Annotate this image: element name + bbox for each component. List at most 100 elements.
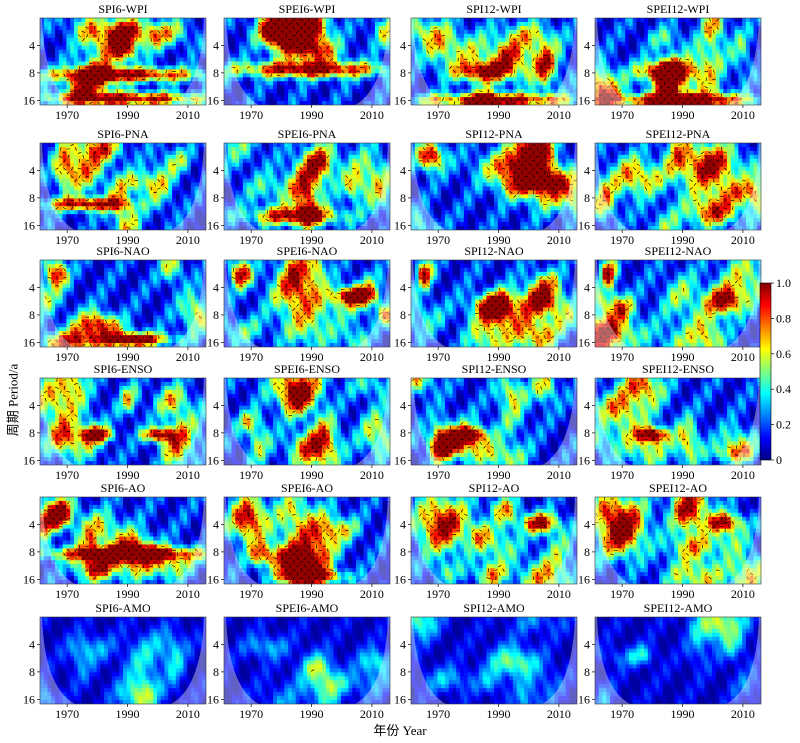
x-tick-label: 1970 <box>55 108 79 122</box>
coherence-field <box>224 617 390 704</box>
y-tick-label: 8 <box>400 66 406 80</box>
y-tick-label: 8 <box>29 308 35 322</box>
coherence-field <box>224 143 390 230</box>
cone-of-influence <box>40 378 206 465</box>
cone-of-influence <box>224 18 390 105</box>
x-tick-label: 1990 <box>487 350 511 364</box>
y-tick-label: 4 <box>400 280 406 294</box>
cone-of-influence <box>595 378 761 465</box>
panel: SPEI6-PNA 4 8 16 1970 1990 2010 <box>207 127 391 247</box>
x-tick-label: 2010 <box>176 350 200 364</box>
y-tick-label: 8 <box>213 426 219 440</box>
y-tick-label: 4 <box>213 280 219 294</box>
colorbar-tick-label: 1.0 <box>776 276 791 290</box>
y-tick-label: 4 <box>400 398 406 412</box>
cone-of-influence <box>40 497 206 584</box>
panel-title: SPEI6-NAO <box>277 244 338 258</box>
y-tick-label: 16 <box>394 335 406 349</box>
y-tick-label: 8 <box>213 308 219 322</box>
cone-of-influence <box>224 143 390 230</box>
panel-title: SPI12-AO <box>469 481 520 495</box>
cone-of-influence <box>224 378 390 465</box>
y-axis-label: 周期 Period/a <box>2 300 22 500</box>
y-tick-label: 16 <box>578 572 590 586</box>
y-tick-label: 4 <box>29 38 35 52</box>
y-tick-label: 16 <box>394 453 406 467</box>
y-tick-label: 4 <box>29 280 35 294</box>
panel-title: SPEI6-PNA <box>278 127 337 141</box>
y-tick-label: 16 <box>23 692 35 706</box>
y-tick-label: 4 <box>584 38 590 52</box>
y-tick-label: 8 <box>584 545 590 559</box>
panel-title: SPEI12-AO <box>649 481 707 495</box>
x-tick-label: 2010 <box>731 707 755 721</box>
x-tick-label: 2010 <box>547 108 571 122</box>
coherence-field <box>224 497 390 584</box>
colorbar-tick-label: 0.8 <box>776 311 791 325</box>
coherence-field <box>40 260 206 347</box>
panel: SPEI6-WPI 4 8 16 1970 1990 2010 <box>207 2 391 122</box>
coherence-field <box>595 617 761 704</box>
y-tick-label: 4 <box>213 163 219 177</box>
x-tick-label: 1990 <box>300 707 324 721</box>
cone-of-influence <box>411 617 577 704</box>
x-tick-label: 1990 <box>116 108 140 122</box>
y-tick-label: 16 <box>23 93 35 107</box>
x-tick-label: 2010 <box>547 468 571 482</box>
y-tick-label: 8 <box>584 665 590 679</box>
y-tick-label: 16 <box>394 572 406 586</box>
y-tick-label: 16 <box>23 335 35 349</box>
x-tick-label: 2010 <box>547 707 571 721</box>
coherence-field <box>40 617 206 704</box>
panel: SPI12-AMO 4 8 16 1970 1990 2010 <box>394 601 578 721</box>
y-tick-label: 4 <box>400 38 406 52</box>
panel-title: SPEI6-WPI <box>279 2 336 16</box>
x-tick-label: 1990 <box>671 587 695 601</box>
x-tick-label: 2010 <box>176 108 200 122</box>
y-tick-label: 8 <box>213 191 219 205</box>
x-tick-label: 1970 <box>426 350 450 364</box>
coherence-field <box>411 497 577 584</box>
y-tick-label: 8 <box>400 191 406 205</box>
y-tick-label: 8 <box>584 191 590 205</box>
y-tick-label: 16 <box>207 453 219 467</box>
colorbar-tick-label: 0.4 <box>776 382 791 396</box>
cone-of-influence <box>595 260 761 347</box>
coherence-field <box>411 617 577 704</box>
panel-title: SPI12-ENSO <box>462 362 527 376</box>
y-tick-label: 8 <box>584 426 590 440</box>
cone-of-influence <box>224 497 390 584</box>
y-tick-label: 4 <box>584 280 590 294</box>
x-tick-label: 1970 <box>55 468 79 482</box>
x-tick-label: 1970 <box>426 108 450 122</box>
x-tick-label: 1970 <box>239 468 263 482</box>
y-tick-label: 8 <box>584 308 590 322</box>
panel-frame <box>594 616 762 705</box>
y-tick-label: 8 <box>213 66 219 80</box>
panel: SPEI12-ENSO 4 8 16 1970 1990 2010 <box>578 362 762 482</box>
panel-title: SPI12-NAO <box>464 244 524 258</box>
y-tick-label: 8 <box>29 545 35 559</box>
y-tick-label: 8 <box>29 66 35 80</box>
panel-title: SPI6-AMO <box>95 601 151 615</box>
cone-of-influence <box>40 18 206 105</box>
y-tick-label: 16 <box>578 453 590 467</box>
y-tick-label: 16 <box>578 93 590 107</box>
panel-frame <box>223 377 391 466</box>
x-tick-label: 1970 <box>55 233 79 247</box>
colorbar-tick-label: 0.2 <box>776 418 791 432</box>
x-tick-label: 2010 <box>176 587 200 601</box>
panel-title: SPEI12-AMO <box>644 601 713 615</box>
x-tick-label: 2010 <box>360 587 384 601</box>
y-tick-label: 16 <box>207 335 219 349</box>
x-tick-label: 1990 <box>671 468 695 482</box>
panel: SPI6-NAO 4 8 16 1970 1990 2010 <box>23 244 207 364</box>
y-tick-label: 8 <box>400 426 406 440</box>
colorbar-ticks: 0 0.2 0.4 0.6 0.8 1.0 <box>771 276 791 467</box>
x-tick-label: 2010 <box>360 707 384 721</box>
x-tick-label: 1970 <box>610 233 634 247</box>
y-tick-label: 16 <box>207 218 219 232</box>
panel: SPEI6-NAO 4 8 16 1970 1990 2010 <box>207 244 391 364</box>
panel-frame <box>410 616 578 705</box>
